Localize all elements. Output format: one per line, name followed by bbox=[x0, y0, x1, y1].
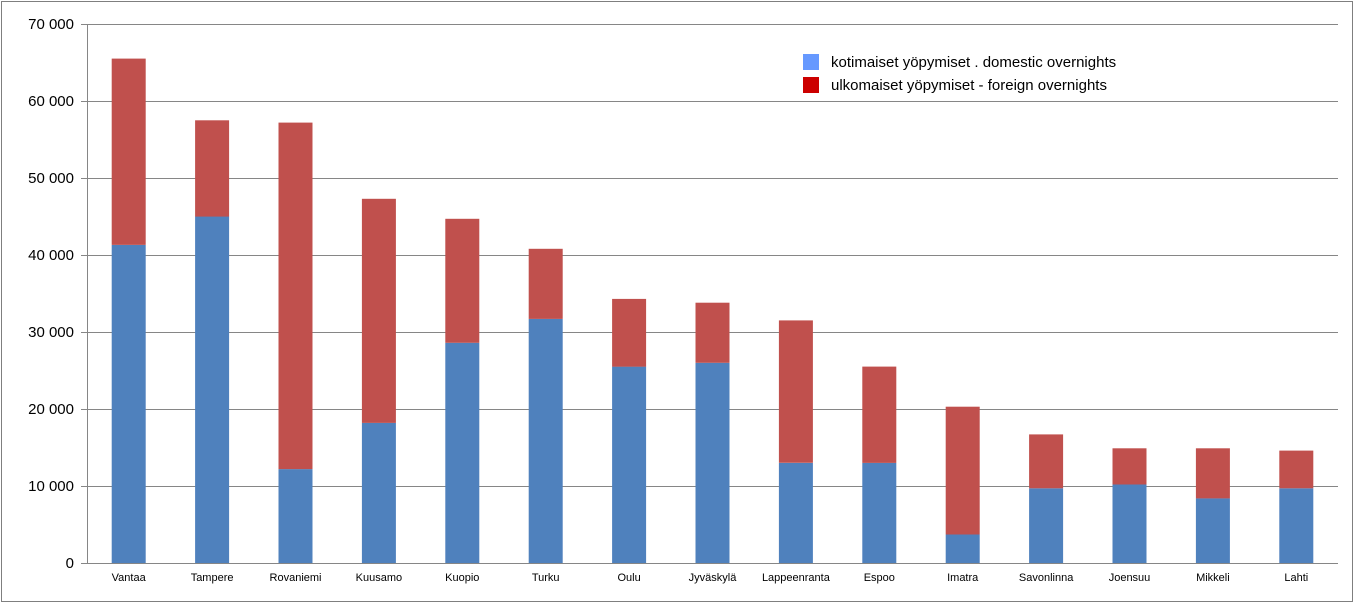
axes: 0 10 000 20 000 30 000 40 000 50 000 60 000 70 … bbox=[28, 16, 1338, 584]
bar-segment-domestic bbox=[1029, 488, 1064, 563]
x-tick-label: Tampere bbox=[191, 572, 234, 584]
x-tick-label: Oulu bbox=[617, 572, 640, 584]
bar-segment-foreign bbox=[361, 198, 396, 423]
x-tick-label: Kuusamo bbox=[356, 572, 402, 584]
y-tick-label: 20 000 bbox=[28, 401, 74, 418]
x-tick-label: Jyväskylä bbox=[689, 572, 738, 584]
bar-segment-foreign bbox=[945, 406, 980, 535]
bar-segment-domestic bbox=[945, 534, 980, 563]
bars bbox=[111, 58, 1314, 563]
bar-segment-domestic bbox=[528, 318, 563, 563]
bar-segment-domestic bbox=[695, 362, 730, 563]
bar-segment-domestic bbox=[111, 245, 146, 563]
x-tick-label: Lappeenranta bbox=[762, 572, 831, 584]
bar-segment-domestic bbox=[1112, 484, 1147, 563]
bar-segment-foreign bbox=[445, 218, 480, 343]
bar-segment-foreign bbox=[612, 298, 647, 367]
legend-label: kotimaiset yöpymiset . domestic overnigh… bbox=[831, 54, 1116, 71]
y-tick-label: 50 000 bbox=[28, 170, 74, 187]
bar-segment-domestic bbox=[612, 366, 647, 563]
y-tick-label: 0 bbox=[66, 555, 74, 572]
y-tick-label: 70 000 bbox=[28, 16, 74, 33]
bar-segment-domestic bbox=[862, 462, 897, 563]
x-tick-label: Mikkeli bbox=[1196, 572, 1230, 584]
x-tick-label: Turku bbox=[532, 572, 560, 584]
bar-segment-foreign bbox=[278, 122, 313, 470]
legend-label: ulkomaiset yöpymiset - foreign overnight… bbox=[831, 77, 1107, 94]
legend-swatch bbox=[803, 54, 819, 70]
y-tick-label: 30 000 bbox=[28, 324, 74, 341]
bar-segment-foreign bbox=[778, 320, 813, 463]
x-tick-label: Imatra bbox=[947, 572, 979, 584]
bar-segment-foreign bbox=[1195, 448, 1230, 499]
bar-segment-foreign bbox=[111, 58, 146, 245]
x-tick-label: Rovaniemi bbox=[270, 572, 322, 584]
bar-segment-foreign bbox=[695, 302, 730, 363]
x-tick-label: Lahti bbox=[1284, 572, 1308, 584]
bar-segment-domestic bbox=[1279, 488, 1314, 563]
legend: kotimaiset yöpymiset . domestic overnigh… bbox=[803, 54, 1116, 94]
bar-segment-domestic bbox=[361, 422, 396, 563]
bar-segment-domestic bbox=[778, 462, 813, 563]
x-tick-label: Kuopio bbox=[445, 572, 479, 584]
bar-segment-foreign bbox=[195, 120, 230, 217]
x-tick-label: Savonlinna bbox=[1019, 572, 1074, 584]
bar-segment-domestic bbox=[1195, 498, 1230, 563]
bar-segment-domestic bbox=[445, 342, 480, 563]
x-tick-label: Espoo bbox=[864, 572, 895, 584]
legend-swatch bbox=[803, 77, 819, 93]
bar-segment-domestic bbox=[195, 216, 230, 563]
bar-segment-foreign bbox=[1112, 448, 1147, 485]
bar-segment-foreign bbox=[1279, 450, 1314, 489]
bar-segment-foreign bbox=[528, 248, 563, 319]
y-tick-label: 40 000 bbox=[28, 247, 74, 264]
x-tick-label: Vantaa bbox=[112, 572, 147, 584]
y-tick-label: 60 000 bbox=[28, 93, 74, 110]
bar-segment-foreign bbox=[862, 366, 897, 463]
y-tick-label: 10 000 bbox=[28, 478, 74, 495]
bar-segment-domestic bbox=[278, 469, 313, 563]
x-tick-label: Joensuu bbox=[1109, 572, 1151, 584]
bar-segment-foreign bbox=[1029, 434, 1064, 489]
